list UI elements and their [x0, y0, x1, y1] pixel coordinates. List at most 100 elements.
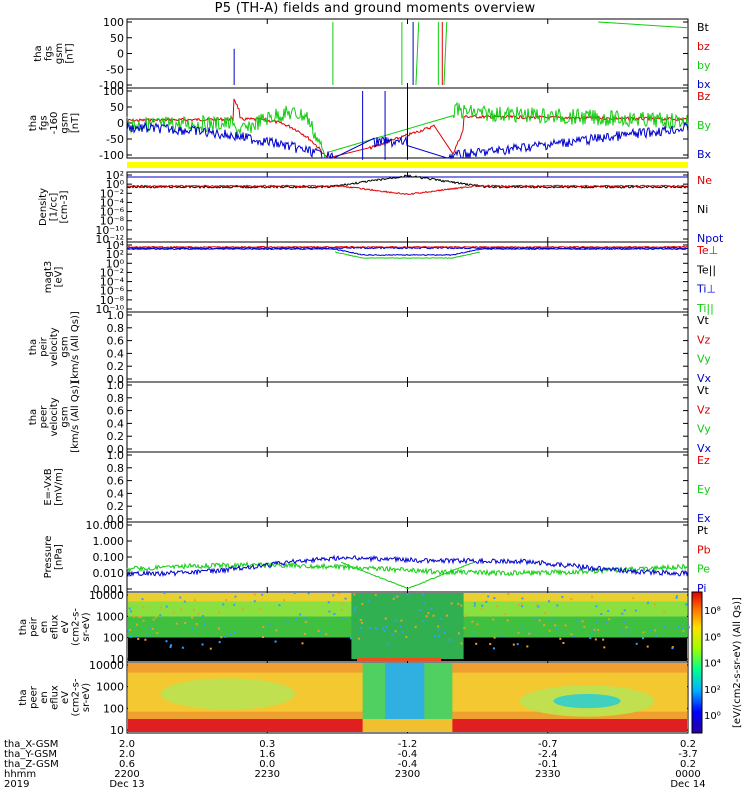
ion-spectrogram: [581, 620, 584, 623]
y-axis-label: [1/cc]: [49, 193, 60, 222]
legend-entry: Vt: [697, 314, 710, 327]
ion-spectrogram: [607, 610, 610, 613]
ion-spectrogram: [620, 630, 623, 633]
ion-spectrogram: [307, 592, 310, 595]
by-trace: [126, 101, 689, 159]
ion-spectrogram: [485, 600, 488, 603]
ion-spectrogram: [354, 608, 357, 611]
ion-spectrogram: [687, 626, 690, 629]
legend-entry: bz: [697, 40, 710, 53]
y-tick-label: 1.0: [107, 379, 125, 392]
ion-spectrogram: [394, 595, 397, 598]
ion-spectrogram: [492, 647, 495, 650]
x-tick-value: -3.7: [678, 749, 698, 760]
ion-spectrogram: [507, 592, 510, 595]
legend-entry: Pi: [697, 582, 706, 595]
x-row-label: tha_X-GSM: [4, 739, 58, 750]
ion-spectrogram: [552, 616, 555, 619]
x-tick-value: -1.2: [398, 739, 418, 750]
ion-spectrogram: [368, 627, 371, 630]
y-tick-label: 0.6: [107, 405, 125, 418]
y-tick-label: 10⁰: [106, 178, 125, 191]
y-axis-label: peer: [39, 405, 50, 429]
y-tick-label: 10⁻¹²: [95, 233, 124, 246]
ion-spectrogram: [392, 597, 395, 600]
by-trace: [598, 21, 689, 29]
ne-trace: [126, 184, 689, 195]
x-tick-value: Dec 14: [670, 779, 705, 790]
ion-spectrogram: [399, 625, 402, 628]
y-axis-label: gsm: [60, 336, 71, 357]
ion-spectrogram: [374, 627, 377, 630]
y-axis-label: sr-eV): [81, 683, 92, 712]
y-axis-label: Density: [38, 188, 49, 226]
ion-spectrogram: [504, 613, 507, 616]
panel-frame: [126, 381, 689, 453]
y-tick-label: 0.8: [107, 462, 125, 475]
x-tick-value: 2300: [395, 769, 420, 780]
ion-spectrogram: [299, 613, 302, 616]
ion-spectrogram: [304, 621, 307, 624]
by-trace: [415, 21, 420, 86]
y-tick-label: 10000: [89, 589, 124, 602]
ion-spectrogram: [602, 638, 605, 641]
ion-spectrogram: [384, 617, 387, 620]
legend-entry: Vt: [697, 384, 710, 397]
ion-spectrogram: [559, 637, 562, 640]
ion-spectrogram: [570, 633, 573, 636]
x-tick-value: 0.0: [259, 759, 275, 770]
legend-entry: Bz: [697, 90, 711, 103]
ion-spectrogram: [460, 604, 463, 607]
y-tick-label: 10⁻⁸: [100, 294, 125, 307]
x-row-label: tha_Z-GSM: [4, 759, 59, 770]
y-tick-label: 10⁻⁶: [100, 206, 125, 219]
ion-spectrogram: [422, 620, 425, 623]
y-tick-label: 0.0: [107, 513, 125, 526]
ion-spectrogram: [141, 598, 144, 601]
y-tick-label: 0.4: [107, 417, 125, 430]
ion-spectrogram: [354, 606, 357, 609]
ion-spectrogram: [169, 645, 172, 648]
ion-spectrogram: [283, 599, 286, 602]
legend-entry: Bt: [697, 21, 710, 34]
ion-spectrogram: [396, 595, 399, 598]
ion-spectrogram: [129, 628, 132, 631]
ion-spectrogram: [332, 594, 335, 597]
x-row-label: 2019: [4, 779, 29, 790]
y-tick-label: 10⁻¹⁰: [95, 303, 124, 316]
ion-spectrogram: [437, 625, 440, 628]
ion-spectrogram: [556, 604, 559, 607]
ion-spectrogram: [180, 608, 183, 611]
y-axis-label: tha: [28, 115, 39, 131]
ion-spectrogram: [548, 629, 551, 632]
ion-spectrogram: [184, 621, 187, 624]
ion-spectrogram: [127, 630, 130, 633]
legend-entry: Ti||: [696, 302, 714, 315]
ion-spectrogram: [359, 618, 362, 621]
ion-spectrogram: [170, 644, 173, 647]
ion-spectrogram: [632, 597, 635, 600]
ion-spectrogram: [278, 604, 281, 607]
ion-spectrogram: [592, 630, 595, 633]
x-row-label: hhmm: [4, 769, 36, 780]
x-tick-value: 0.2: [680, 759, 696, 770]
te-perp-trace: [126, 245, 689, 249]
ion-spectrogram: [357, 637, 360, 640]
ion-spectrogram: [201, 643, 204, 646]
y-tick-label: 10⁰: [106, 257, 125, 270]
ion-spectrogram: [593, 628, 596, 631]
ion-spectrogram: [262, 625, 265, 628]
ion-spectrogram: [154, 616, 157, 619]
ion-spectrogram: [301, 642, 304, 645]
x-tick-value: 2200: [114, 769, 139, 780]
ion-spectrogram: [635, 642, 638, 645]
ion-spectrogram: [400, 619, 403, 622]
ion-spectrogram: [495, 605, 498, 608]
ion-spectrogram: [564, 624, 567, 627]
ion-spectrogram: [605, 621, 608, 624]
y-axis-label: [km/s (All Qs)]: [70, 381, 81, 453]
y-axis-label: velocity: [49, 397, 60, 436]
ion-spectrogram: [225, 599, 228, 602]
ion-spectrogram: [191, 628, 194, 631]
ion-spectrogram: [385, 625, 388, 628]
